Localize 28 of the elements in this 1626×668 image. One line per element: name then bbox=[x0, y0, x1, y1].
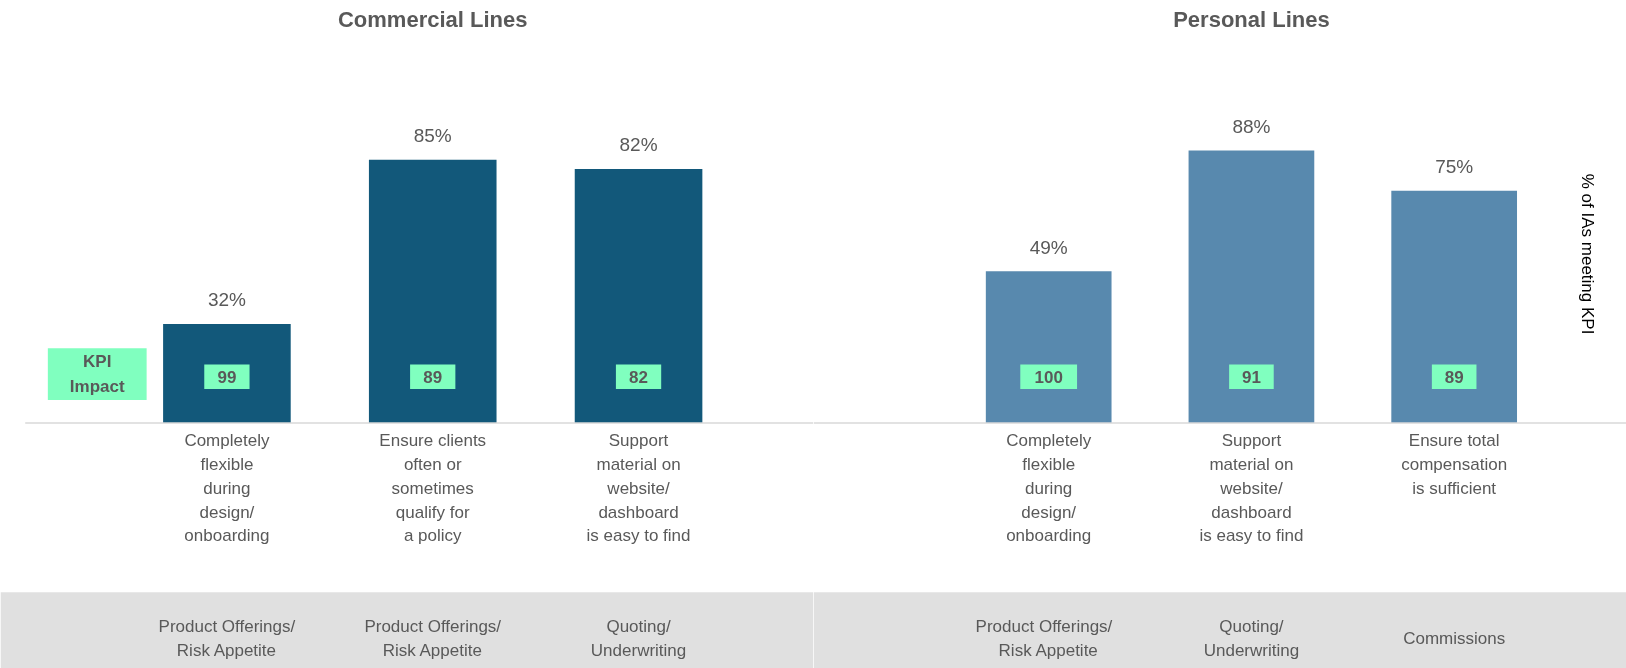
annotation: 89 bbox=[423, 367, 443, 387]
x-tick-label: Ensure clients often or sometimes qualify for a policy bbox=[379, 431, 487, 546]
annotation: 99 bbox=[217, 367, 237, 387]
annotation: KPI Impact bbox=[69, 352, 125, 396]
annotation: 100 bbox=[1034, 367, 1063, 387]
data-label: 88% bbox=[1232, 115, 1271, 137]
data-label: 49% bbox=[1029, 236, 1068, 258]
x-tick-label: Support material on website/ dashboard is easy to find bbox=[1199, 431, 1304, 546]
text: Quoting/ Underwriting bbox=[590, 617, 687, 660]
text: Product Offerings/ Risk Appetite bbox=[975, 617, 1113, 660]
text: Product Offerings/ Risk Appetite bbox=[364, 617, 502, 660]
text: Quoting/ Underwriting bbox=[1203, 617, 1300, 660]
x-tick-label: Ensure total compensation is sufficient bbox=[1401, 431, 1508, 498]
x-tick-label: Completely flexible during design/ onboarding bbox=[1006, 431, 1092, 546]
chart-title: Commercial Lines bbox=[337, 7, 528, 33]
chart-title: Personal Lines bbox=[1173, 7, 1330, 33]
data-label: 82% bbox=[619, 134, 658, 156]
x-tick-label: Completely flexible during design/ onboarding bbox=[184, 431, 270, 546]
x-tick-label: Support material on website/ dashboard is easy to find bbox=[586, 431, 691, 546]
annotation: 91 bbox=[1241, 367, 1261, 387]
data-label: 75% bbox=[1435, 156, 1474, 178]
text: Product Offerings/ Risk Appetite bbox=[158, 617, 296, 660]
data-label: 32% bbox=[207, 289, 247, 311]
data-label: 85% bbox=[413, 125, 452, 147]
text: Commissions bbox=[1403, 629, 1506, 649]
y-axis-title: % of IAs meeting KPI bbox=[1578, 173, 1598, 335]
annotation: 89 bbox=[1444, 367, 1464, 387]
annotation: 82 bbox=[629, 367, 649, 387]
